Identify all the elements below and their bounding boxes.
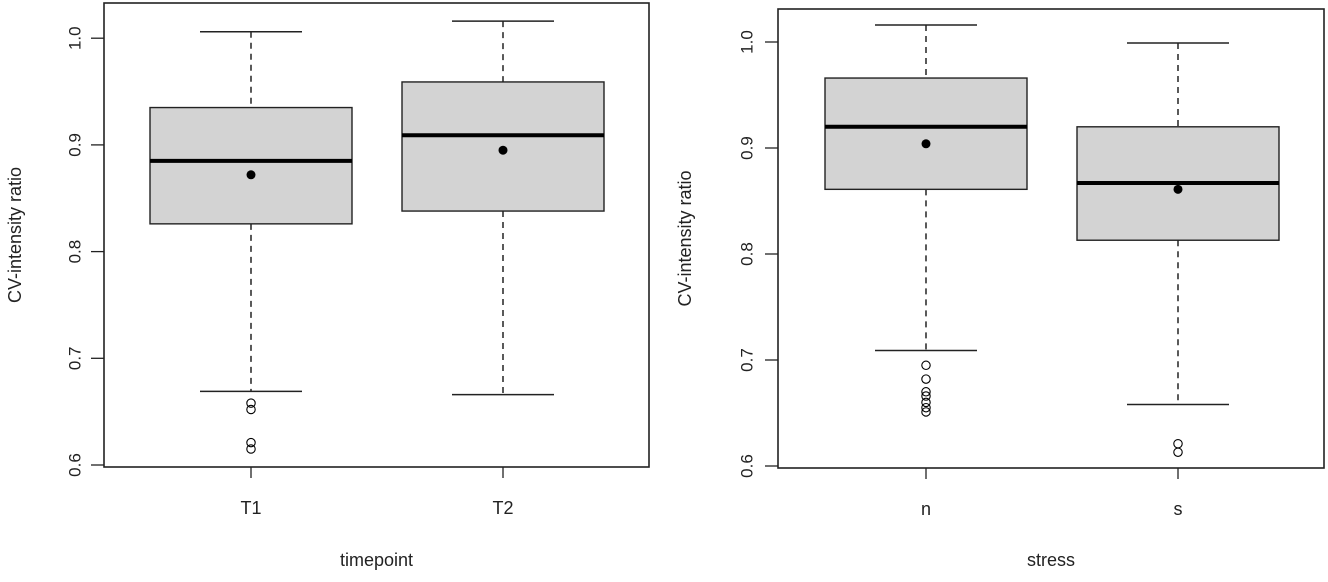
outlier-point — [921, 387, 931, 397]
y-tick-label: 0.8 — [737, 242, 756, 266]
plot-frame — [777, 8, 1325, 469]
y-tick-label: 0.7 — [737, 348, 756, 372]
outlier-point — [246, 404, 256, 415]
y-tick-label: 1.0 — [737, 30, 756, 54]
y-tick-label: 1.0 — [65, 26, 84, 50]
timepoint-boxplot-svg: 0.6 0.7 0.8 0.9 1.0 CV-intensity ratio timepoi… — [5, 2, 650, 570]
iqr-box — [824, 77, 1028, 191]
outlier-point — [921, 397, 931, 408]
outlier-point — [921, 360, 931, 371]
stress-boxplot-svg: 0.6 0.7 0.8 0.9 1.0 CV-intensity ratio stress n… — [675, 8, 1325, 570]
y-tick-label: 0.9 — [65, 133, 84, 157]
y-tick-label: 0.8 — [65, 240, 84, 264]
outlier-point — [246, 437, 256, 448]
outlier-point — [1173, 438, 1183, 449]
y-axis-label: CV-intensity ratio — [675, 170, 695, 306]
outlier-point — [921, 391, 931, 401]
x-axis-label: timepoint — [340, 550, 413, 570]
x-tick-label: s — [1174, 499, 1183, 519]
iqr-box — [149, 106, 353, 225]
mean-dot — [921, 139, 931, 149]
outlier-point — [246, 398, 256, 408]
box-T2 — [401, 20, 605, 396]
x-tick-label: T2 — [492, 498, 513, 518]
outlier-point — [921, 407, 931, 417]
y-tick-label: 0.9 — [737, 136, 756, 160]
box-s — [1076, 42, 1280, 457]
timepoint-boxplot-panel: 0.6 0.7 0.8 0.9 1.0 CV-intensity ratio timepoi… — [0, 0, 664, 577]
outlier-point — [921, 402, 931, 413]
box-n — [824, 24, 1028, 417]
x-tick-label: T1 — [240, 498, 261, 518]
mean-dot — [246, 170, 256, 180]
outlier-point — [921, 374, 931, 384]
y-axis-label: CV-intensity ratio — [5, 167, 25, 303]
x-tick-label: n — [921, 499, 931, 519]
outlier-point — [246, 444, 256, 454]
mean-dot — [1173, 184, 1183, 194]
mean-dot — [498, 145, 508, 155]
box-T1 — [149, 31, 353, 454]
stress-boxplot-panel: 0.6 0.7 0.8 0.9 1.0 CV-intensity ratio stress n… — [664, 0, 1328, 577]
y-tick-label: 0.7 — [65, 346, 84, 370]
y-tick-label: 0.6 — [737, 454, 756, 478]
plot-frame — [103, 2, 650, 468]
x-axis-label: stress — [1027, 550, 1075, 570]
outlier-point — [1173, 447, 1183, 457]
y-tick-label: 0.6 — [65, 453, 84, 477]
